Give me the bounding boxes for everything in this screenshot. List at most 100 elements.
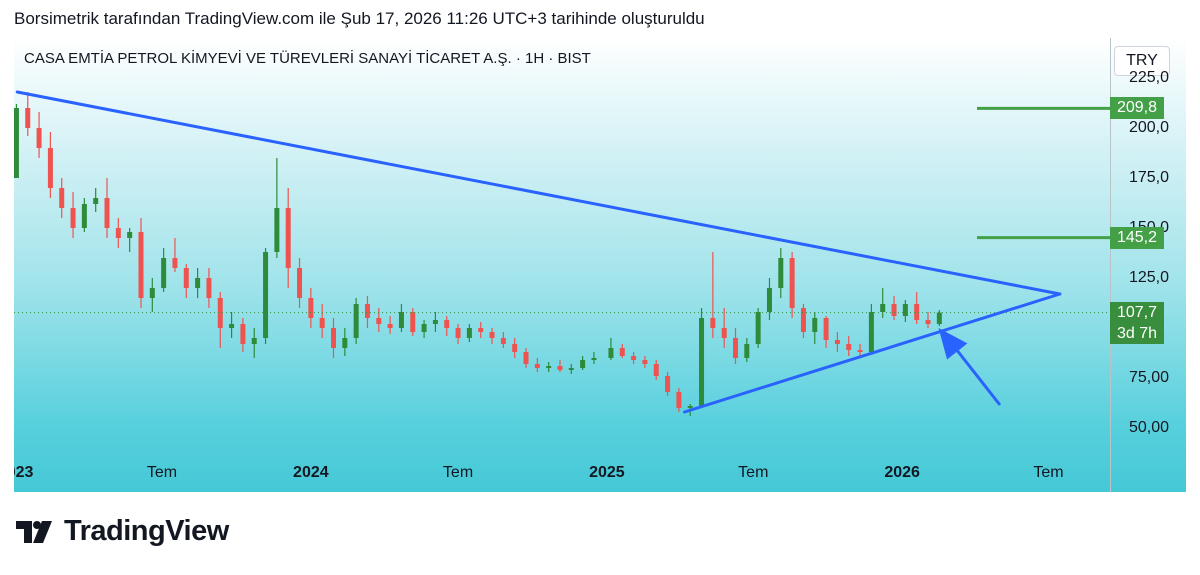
candle-body [523, 352, 529, 364]
candle-body [308, 298, 314, 318]
candle-body [421, 324, 427, 332]
candle-body [914, 304, 920, 320]
candle-body [466, 328, 472, 338]
trendline-support [683, 292, 1062, 414]
candle-body [217, 298, 223, 328]
candle-body [812, 318, 818, 332]
candle-body [834, 340, 840, 344]
candle-body [364, 304, 370, 318]
y-tick-label: 225,0 [1128, 69, 1170, 86]
candle-body [653, 364, 659, 376]
candle-body [512, 344, 518, 352]
chart-area[interactable]: CASA EMTİA PETROL KİMYEVİ VE TÜREVLERİ S… [14, 38, 1186, 492]
last-price-label: 107,7 3d 7h [1110, 301, 1164, 344]
candle-body [444, 320, 450, 328]
tradingview-wordmark: TradingView [64, 515, 229, 547]
candle-body [25, 108, 31, 128]
candle-body [297, 268, 303, 298]
x-tick-label: Tem [1033, 464, 1064, 481]
candle-body [546, 366, 552, 368]
candle-body [410, 312, 416, 332]
trendline-resistance [15, 90, 1062, 296]
last-price-value: 107,7 [1116, 303, 1158, 321]
price-chart[interactable] [14, 38, 1186, 492]
candle-body [500, 338, 506, 344]
candle-body [353, 304, 359, 338]
candle-body [580, 360, 586, 368]
candle-body [534, 364, 540, 368]
candle-body [342, 338, 348, 348]
level-price-label: 145,2 [1110, 226, 1164, 249]
y-tick-label: 75,00 [1128, 369, 1170, 386]
candle-body [432, 320, 438, 324]
tradingview-logo-icon [16, 520, 52, 543]
candle-body [721, 328, 727, 338]
candle-body [710, 318, 716, 328]
annotation-arrow-shaft [949, 340, 1001, 406]
level-price-label: 209,8 [1110, 97, 1164, 120]
candle-body [800, 308, 806, 332]
x-tick-label: Tem [738, 464, 769, 481]
candle-body [172, 258, 178, 268]
annotation-arrow-head [938, 328, 968, 360]
x-tick-label: 2026 [884, 464, 920, 481]
candle-body [478, 328, 484, 332]
candle-body [868, 312, 874, 352]
candle-body [59, 188, 65, 208]
candle-body [699, 318, 705, 406]
candle-body [274, 208, 280, 252]
tradingview-logo[interactable]: TradingView [16, 515, 229, 548]
candle-body [115, 228, 121, 238]
candle-body [936, 312, 942, 324]
candle-body [755, 312, 761, 344]
candle-body [789, 258, 795, 308]
candle-body [489, 332, 495, 338]
candle-body [195, 278, 201, 288]
candle-body [263, 252, 269, 338]
candle-body [891, 304, 897, 316]
candle-body [93, 198, 99, 204]
candle-body [387, 324, 393, 328]
candle-body [47, 148, 53, 188]
bar-countdown: 3d 7h [1116, 324, 1158, 342]
candle-body [846, 344, 852, 350]
chart-title: CASA EMTİA PETROL KİMYEVİ VE TÜREVLERİ S… [24, 50, 591, 67]
candle-body [206, 278, 212, 298]
x-tick-label: Tem [146, 464, 178, 481]
candle-body [330, 328, 336, 348]
candle-body [70, 208, 76, 228]
y-tick-label: 175,0 [1128, 169, 1170, 186]
candle-body [14, 108, 19, 178]
x-tick-label: 2025 [589, 464, 625, 481]
candle-body [766, 288, 772, 312]
candle-body [925, 320, 931, 324]
candle-body [104, 198, 110, 228]
candle-body [619, 348, 625, 356]
export-caption: Borsimetrik tarafından TradingView.com i… [14, 9, 705, 28]
candle-body [398, 312, 404, 328]
candle-body [591, 358, 597, 360]
candle-body [631, 356, 637, 360]
candle-body [81, 204, 87, 228]
candle-body [778, 258, 784, 288]
candle-body [161, 258, 167, 288]
candle-body [744, 344, 750, 358]
candle-body [676, 392, 682, 408]
y-tick-label: 125,0 [1128, 269, 1170, 286]
y-tick-label: 50,00 [1128, 419, 1170, 436]
candle-body [251, 338, 257, 344]
candle-body [240, 324, 246, 344]
candle-body [557, 366, 563, 370]
y-tick-label: 200,0 [1128, 119, 1170, 136]
x-tick-label: 2023 [14, 464, 34, 481]
candle-body [687, 406, 693, 408]
candle-body [732, 338, 738, 358]
currency-button[interactable]: TRY [1114, 46, 1170, 76]
candle-body [665, 376, 671, 392]
candle-body [880, 304, 886, 312]
x-tick-label: Tem [442, 464, 474, 481]
candle-body [455, 328, 461, 338]
price-scale-divider [1110, 38, 1111, 492]
candle-body [319, 318, 325, 328]
candle-body [285, 208, 291, 268]
